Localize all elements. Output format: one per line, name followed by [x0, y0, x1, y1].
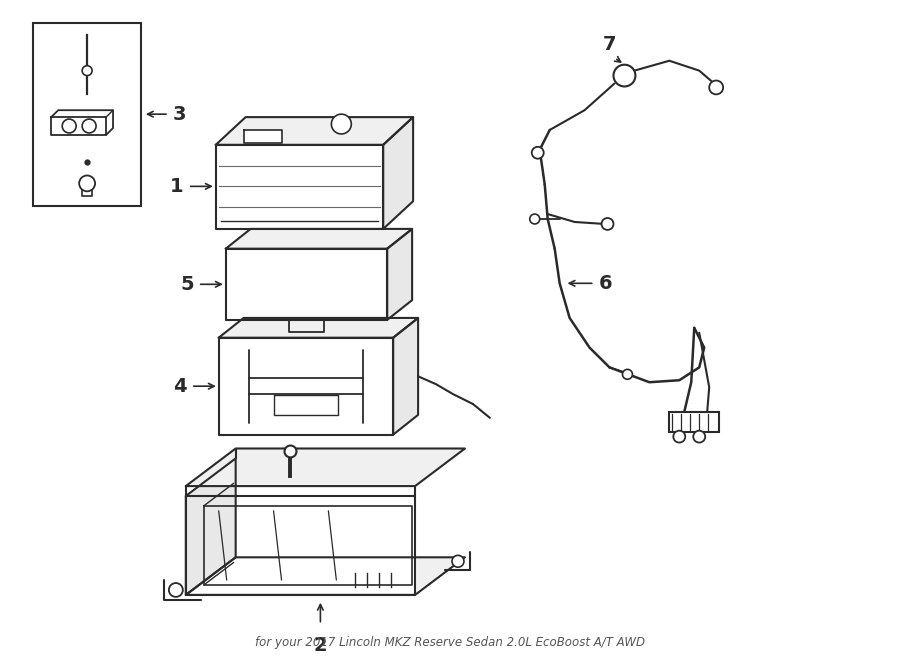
- Polygon shape: [226, 249, 387, 320]
- Text: for your 2017 Lincoln MKZ Reserve Sedan 2.0L EcoBoost A/T AWD: for your 2017 Lincoln MKZ Reserve Sedan …: [255, 636, 645, 649]
- Bar: [33, 23, 141, 206]
- Polygon shape: [82, 183, 92, 196]
- Polygon shape: [219, 338, 393, 435]
- Polygon shape: [185, 458, 236, 595]
- Polygon shape: [216, 145, 383, 229]
- Polygon shape: [219, 318, 418, 338]
- Circle shape: [331, 114, 351, 134]
- Polygon shape: [51, 117, 106, 135]
- Text: 6: 6: [598, 274, 612, 293]
- Circle shape: [709, 81, 724, 95]
- Text: 4: 4: [173, 377, 187, 396]
- Polygon shape: [185, 449, 465, 486]
- Circle shape: [693, 431, 706, 443]
- Circle shape: [82, 65, 92, 75]
- Circle shape: [623, 369, 633, 379]
- Polygon shape: [393, 318, 419, 435]
- Circle shape: [673, 431, 685, 443]
- Circle shape: [532, 147, 544, 159]
- Circle shape: [79, 175, 95, 191]
- Text: 3: 3: [173, 104, 186, 124]
- Circle shape: [62, 119, 77, 133]
- Polygon shape: [185, 496, 415, 595]
- Polygon shape: [387, 229, 412, 320]
- Circle shape: [601, 218, 614, 230]
- Circle shape: [452, 555, 464, 567]
- Text: 5: 5: [180, 275, 194, 293]
- Bar: [670, 412, 719, 432]
- Circle shape: [82, 119, 96, 133]
- Circle shape: [614, 65, 635, 87]
- Circle shape: [284, 446, 296, 457]
- Polygon shape: [226, 229, 412, 249]
- Polygon shape: [383, 117, 413, 229]
- Polygon shape: [185, 557, 465, 595]
- Text: 2: 2: [313, 637, 328, 656]
- Polygon shape: [244, 130, 282, 143]
- Circle shape: [169, 583, 183, 597]
- Text: 7: 7: [603, 35, 616, 54]
- Circle shape: [530, 214, 540, 224]
- Polygon shape: [216, 117, 413, 145]
- Text: 1: 1: [170, 177, 184, 196]
